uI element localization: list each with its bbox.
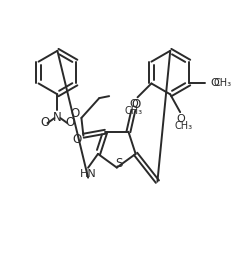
Text: O: O xyxy=(40,116,49,129)
Text: O: O xyxy=(177,114,185,124)
Text: O: O xyxy=(73,133,82,146)
Text: O: O xyxy=(132,98,141,110)
Text: O: O xyxy=(210,78,219,88)
Text: CH₃: CH₃ xyxy=(214,78,232,88)
Text: O: O xyxy=(66,116,75,129)
Text: CH₃: CH₃ xyxy=(174,121,192,131)
Text: O: O xyxy=(129,99,138,109)
Text: N: N xyxy=(53,110,62,124)
Text: CH₃: CH₃ xyxy=(124,106,143,116)
Text: O: O xyxy=(71,107,80,120)
Text: S: S xyxy=(115,157,123,170)
Text: HN: HN xyxy=(80,169,96,179)
